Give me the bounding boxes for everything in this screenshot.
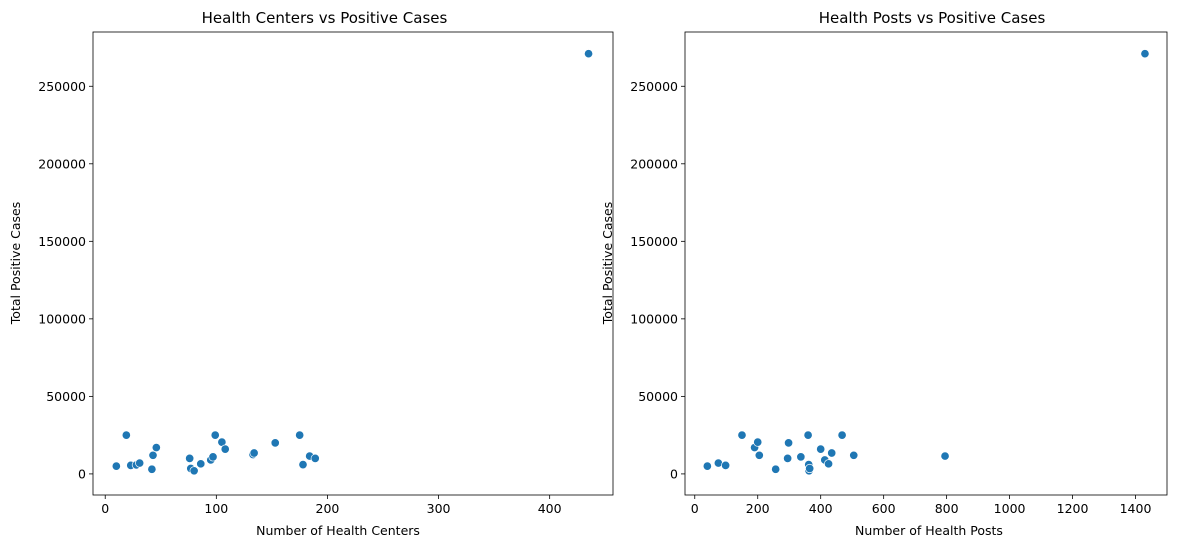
- y-tick-label: 200000: [630, 156, 678, 171]
- scatter-point: [783, 453, 793, 463]
- x-tick-label: 200: [746, 501, 770, 516]
- scatter-point: [121, 430, 131, 440]
- scatter-points: [111, 49, 594, 476]
- x-tick-label: 200: [316, 501, 340, 516]
- scatter-points: [702, 49, 1150, 476]
- x-tick-label: 400: [538, 501, 562, 516]
- plot-area: [684, 31, 1168, 496]
- scatter-point: [210, 430, 220, 440]
- y-tick-label: 200000: [38, 156, 86, 171]
- y-tick-label: 250000: [630, 79, 678, 94]
- plot-area: [92, 31, 614, 496]
- x-tick-label: 100: [204, 501, 228, 516]
- left-chart: Health Centers vs Positive Cases 0 100 200…: [8, 9, 614, 538]
- scatter-point: [805, 463, 815, 474]
- y-tick-label: 0: [670, 466, 678, 481]
- scatter-point: [827, 448, 837, 458]
- x-tick-label: 0: [691, 501, 699, 516]
- scatter-point: [754, 450, 764, 460]
- scatter-point: [151, 443, 161, 453]
- scatter-point: [1140, 49, 1150, 59]
- scatter-point: [298, 460, 308, 470]
- x-axis-label: Number of Health Centers: [256, 523, 420, 538]
- scatter-point: [753, 437, 763, 447]
- scatter-point: [824, 459, 834, 469]
- y-tick-label: 100000: [38, 311, 86, 326]
- y-tick-label: 50000: [638, 389, 678, 404]
- scatter-point: [220, 444, 230, 454]
- scatter-point: [940, 451, 950, 461]
- scatter-point: [837, 430, 847, 440]
- scatter-point: [771, 464, 781, 474]
- scatter-point: [849, 450, 859, 460]
- y-tick-label: 150000: [630, 234, 678, 249]
- x-tick-label: 1200: [1057, 501, 1089, 516]
- scatter-point: [721, 460, 731, 470]
- scatter-point: [135, 458, 145, 468]
- scatter-point: [737, 430, 747, 440]
- x-tick-label: 1000: [994, 501, 1026, 516]
- y-tick-label: 250000: [38, 79, 86, 94]
- x-tick-label: 400: [809, 501, 833, 516]
- scatter-point: [185, 453, 195, 463]
- scatter-point: [196, 459, 206, 469]
- scatter-point: [270, 438, 280, 448]
- axis-ticks: 0 200 400 600 800 1000 1200 1400 0 50000 100000 150…: [630, 79, 1151, 516]
- scatter-point: [584, 49, 594, 59]
- x-tick-label: 0: [101, 501, 109, 516]
- y-tick-label: 0: [78, 466, 86, 481]
- y-axis-label: Total Positive Cases: [600, 202, 615, 325]
- scatter-point: [816, 444, 826, 454]
- scatter-point: [295, 430, 305, 440]
- x-tick-label: 800: [935, 501, 959, 516]
- scatter-point: [702, 461, 712, 471]
- scatter-point: [147, 464, 157, 474]
- right-chart: Health Posts vs Positive Cases 0 200 400 60…: [600, 9, 1168, 538]
- y-axis-label: Total Positive Cases: [8, 202, 23, 325]
- x-tick-label: 600: [872, 501, 896, 516]
- chart-title: Health Posts vs Positive Cases: [819, 9, 1046, 27]
- y-tick-label: 50000: [46, 389, 86, 404]
- axis-ticks: 0 100 200 300 400 0 50000 100000 150000 200000 250…: [38, 79, 561, 516]
- scatter-point: [803, 430, 813, 440]
- y-tick-label: 100000: [630, 311, 678, 326]
- x-axis-label: Number of Health Posts: [855, 523, 1003, 538]
- scatter-point: [796, 452, 806, 462]
- scatter-point: [208, 452, 218, 462]
- scatter-point: [784, 438, 794, 448]
- scatter-point: [310, 453, 320, 463]
- chart-title: Health Centers vs Positive Cases: [202, 9, 448, 27]
- y-tick-label: 150000: [38, 234, 86, 249]
- x-tick-label: 300: [427, 501, 451, 516]
- scatter-point: [111, 461, 121, 471]
- scatter-point: [189, 466, 199, 476]
- scatter-point: [148, 450, 158, 460]
- scatter-point: [249, 448, 259, 458]
- x-tick-label: 1400: [1120, 501, 1152, 516]
